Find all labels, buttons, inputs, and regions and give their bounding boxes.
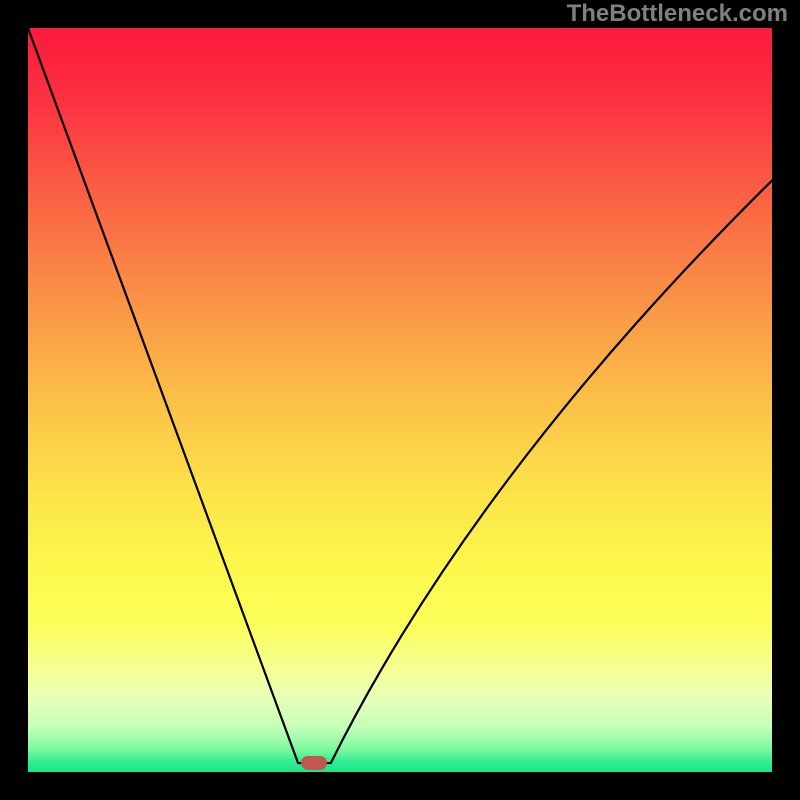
bottleneck-curve [28,28,772,772]
vertex-marker [301,756,327,770]
plot-area [28,28,772,772]
chart-container: TheBottleneck.com [0,0,800,800]
watermark-text: TheBottleneck.com [567,0,788,28]
